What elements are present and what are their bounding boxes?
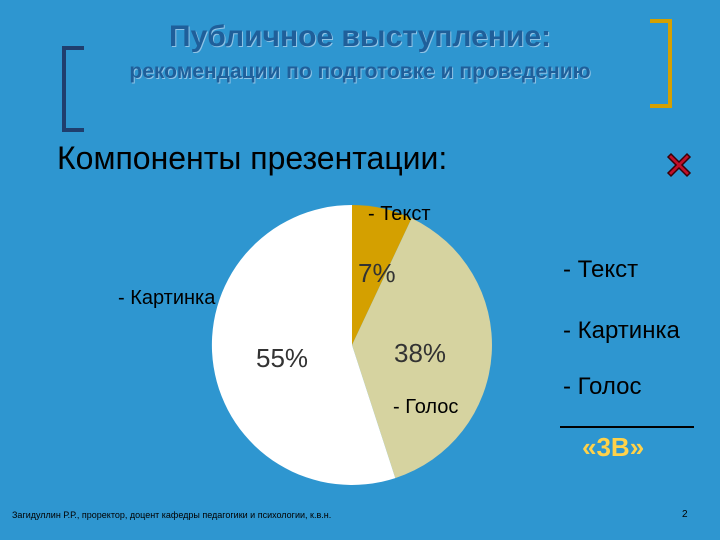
slice-label-picture: - Картинка — [118, 287, 216, 309]
pie-slice — [352, 204, 412, 345]
close-icon[interactable] — [664, 150, 694, 180]
side-list-item: - Картинка — [563, 317, 680, 344]
slice-label-voice: - Голос — [393, 396, 459, 418]
pie-slice — [352, 218, 492, 479]
pie-slice — [211, 204, 396, 486]
right-bracket-decoration — [650, 19, 672, 108]
side-list-item: - Текст — [563, 256, 639, 283]
subtitle: рекомендации по подготовке и проведению — [129, 60, 591, 83]
slice-value-picture: 55% — [256, 343, 309, 373]
summary-label: «3В» — [582, 432, 645, 462]
slice-label-text: - Текст — [368, 203, 431, 225]
title: Публичное выступление: — [169, 20, 551, 53]
left-bracket-decoration — [62, 46, 84, 132]
section-heading: Компоненты презентации: — [57, 140, 448, 176]
page-number: 2 — [682, 509, 688, 520]
footer-text: Загидуллин Р.Р., проректор, доцент кафед… — [12, 510, 332, 520]
slice-value-text: 7% — [358, 258, 396, 288]
side-list-item: - Голос — [563, 373, 642, 400]
divider — [560, 426, 694, 428]
slice-value-voice: 38% — [394, 338, 447, 368]
